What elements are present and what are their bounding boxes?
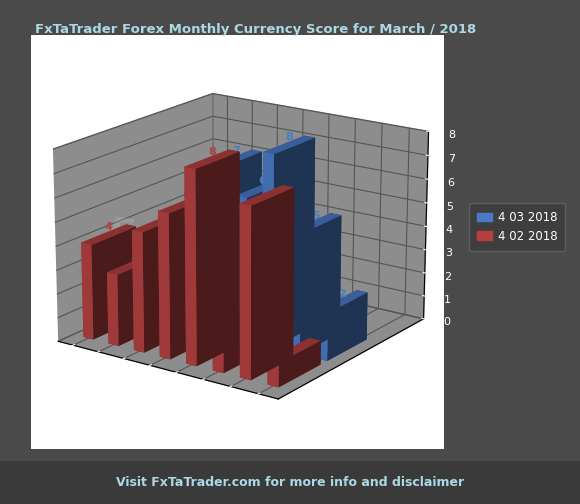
Text: Visit FxTaTrader.com for more info and disclaimer: Visit FxTaTrader.com for more info and d… bbox=[116, 476, 464, 489]
Text: FxTaTrader Forex Monthly Currency Score for March / 2018: FxTaTrader Forex Monthly Currency Score … bbox=[35, 23, 476, 36]
Legend: 4 03 2018, 4 02 2018: 4 03 2018, 4 02 2018 bbox=[469, 203, 566, 251]
Text: FxTaTrader: FxTaTrader bbox=[104, 214, 330, 286]
